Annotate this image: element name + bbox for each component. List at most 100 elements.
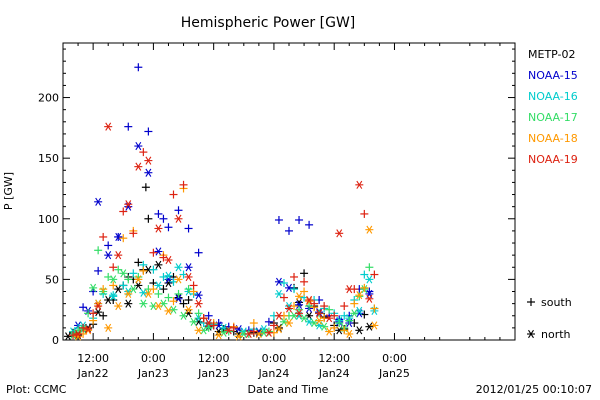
north-point [124, 200, 133, 209]
south-point [154, 209, 163, 218]
north-point [345, 284, 354, 294]
legend-entry: NOAA-19 [528, 153, 578, 166]
south-point [99, 232, 108, 241]
south-point [94, 246, 103, 255]
legend-plus-marker [527, 298, 535, 306]
north-point [365, 322, 374, 331]
north-point [320, 322, 329, 331]
north-point [164, 306, 173, 316]
north-point [325, 327, 334, 336]
north-point [204, 318, 213, 328]
marker-legend-label: south [541, 296, 572, 309]
y-tick-label: 100 [38, 213, 59, 226]
north-point [114, 232, 123, 242]
north-point [154, 281, 163, 290]
south-point [184, 295, 193, 304]
north-point [144, 156, 153, 165]
north-point [345, 329, 354, 339]
south-point [119, 234, 128, 243]
north-point [214, 331, 223, 340]
plot-frame [62, 42, 516, 341]
north-point [365, 294, 374, 303]
north-point [300, 314, 309, 323]
south-point [89, 309, 98, 318]
south-point [109, 281, 118, 290]
south-point [330, 311, 339, 320]
y-axis-label: P [GW] [2, 172, 15, 210]
south-point [164, 293, 173, 302]
north-point [119, 269, 128, 278]
north-point [164, 271, 173, 280]
south-point [345, 316, 354, 325]
x-tick-date-label: Jan24 [257, 367, 289, 380]
south-point [274, 215, 283, 224]
south-point [365, 263, 374, 272]
south-point [300, 277, 309, 286]
south-point [144, 214, 153, 223]
south-point [269, 321, 278, 330]
south-point [89, 316, 98, 325]
plot-credit: Plot: CCMC [6, 383, 67, 396]
x-tick-time-label: 0:00 [141, 352, 166, 365]
south-point [149, 248, 158, 257]
south-point [249, 319, 258, 328]
south-point [204, 311, 213, 320]
north-point [94, 301, 103, 311]
south-point [340, 311, 349, 320]
south-point [164, 223, 173, 232]
south-point [290, 302, 299, 311]
series-noaa-16 [69, 260, 379, 336]
south-point [129, 269, 138, 278]
legend-entry: NOAA-16 [528, 90, 578, 103]
south-point [159, 214, 168, 223]
south-point [169, 190, 178, 199]
south-point [144, 127, 153, 136]
south-point [360, 209, 369, 218]
north-point [134, 162, 143, 171]
north-point [370, 321, 379, 330]
north-point [129, 284, 138, 294]
north-point [144, 168, 153, 177]
north-point [264, 328, 273, 337]
north-point [365, 275, 374, 284]
south-point [229, 323, 238, 332]
south-point [169, 277, 178, 286]
north-point [174, 263, 183, 272]
south-point [179, 299, 188, 308]
north-point [179, 311, 188, 320]
x-tick-date-label: Jan24 [318, 367, 350, 380]
north-point [114, 301, 123, 311]
south-point [141, 183, 150, 192]
south-point [159, 253, 168, 262]
x-tick-time-label: 12:00 [198, 352, 230, 365]
north-point [74, 329, 83, 339]
series-noaa-18 [74, 184, 379, 341]
north-point [295, 292, 304, 301]
series-metp-02 [64, 183, 374, 341]
north-point [89, 283, 98, 292]
south-point [264, 317, 273, 326]
north-point [94, 197, 103, 206]
south-point [204, 323, 213, 332]
south-point [169, 297, 178, 306]
south-point [139, 266, 148, 275]
south-point [194, 248, 203, 257]
south-point [109, 263, 118, 272]
north-point [194, 299, 203, 308]
north-point [104, 122, 113, 131]
north-point [174, 275, 183, 284]
north-point [234, 332, 243, 341]
x-tick-date-label: Jan23 [137, 367, 169, 380]
north-point [184, 263, 193, 272]
y-tick-label: 0 [52, 334, 59, 347]
north-point [139, 299, 148, 308]
south-point [290, 285, 299, 294]
north-point [285, 304, 293, 313]
south-point [249, 327, 258, 336]
north-point [144, 289, 153, 299]
south-point [290, 272, 299, 281]
y-tick-label: 50 [45, 273, 59, 286]
north-point [134, 275, 143, 284]
south-point [224, 327, 233, 336]
